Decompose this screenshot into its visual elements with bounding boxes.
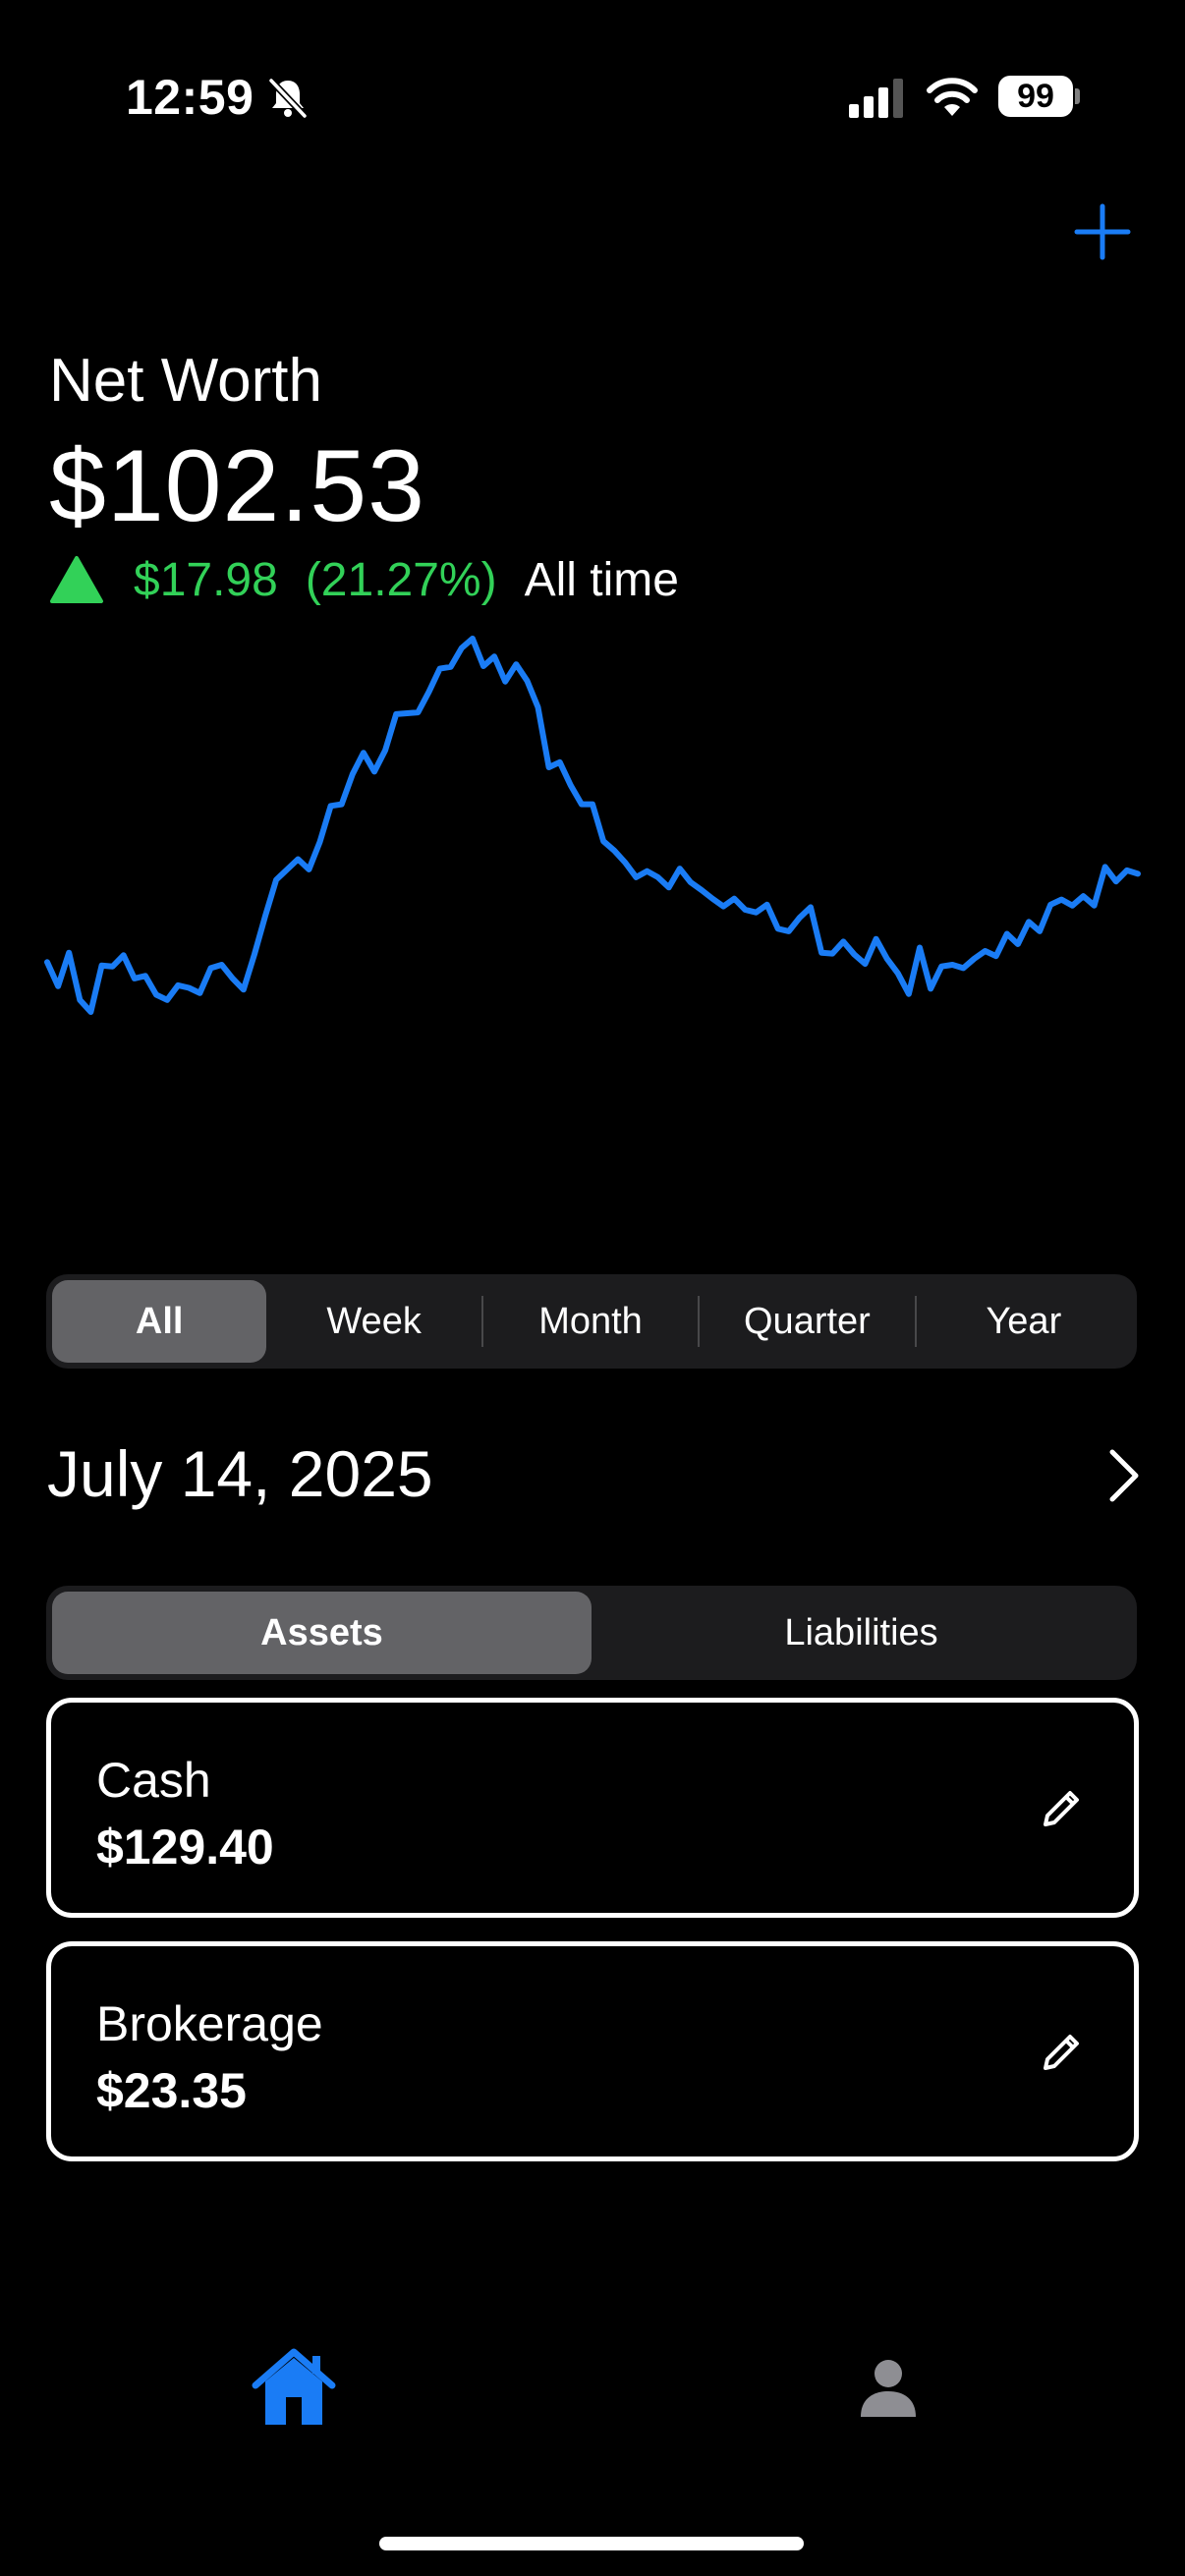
pencil-icon[interactable] — [1038, 1785, 1085, 1832]
change-amount: $17.98 — [134, 553, 278, 606]
pencil-icon[interactable] — [1038, 2029, 1085, 2076]
tab-liabilities[interactable]: Liabilities — [784, 1611, 938, 1653]
person-icon[interactable] — [857, 2356, 920, 2419]
account-name: Brokerage — [96, 1996, 323, 2051]
net-worth-value: $102.53 — [49, 429, 425, 543]
home-indicator — [379, 2537, 804, 2550]
account-card-brokerage[interactable]: Brokerage $23.35 — [46, 1941, 1139, 2161]
net-worth-change: $17.98 (21.27%) All time — [49, 550, 679, 609]
range-option-month[interactable]: Month — [538, 1300, 643, 1342]
chevron-right-icon[interactable] — [1104, 1448, 1144, 1503]
account-card-cash[interactable]: Cash $129.40 — [46, 1698, 1139, 1918]
divider — [480, 1296, 483, 1347]
range-option-year[interactable]: Year — [986, 1300, 1062, 1342]
battery-icon: 99 — [998, 76, 1080, 117]
house-icon[interactable] — [250, 2346, 338, 2427]
divider — [698, 1296, 701, 1347]
wifi-icon — [927, 78, 978, 116]
battery-level: 99 — [1017, 78, 1054, 115]
change-period: All time — [524, 553, 679, 606]
change-percent: (21.27%) — [305, 553, 497, 606]
tab-assets[interactable]: Assets — [52, 1592, 592, 1674]
bell-slash-icon — [268, 78, 308, 119]
account-type-selector: Assets Liabilities — [46, 1586, 1137, 1680]
divider — [914, 1296, 917, 1347]
signal-icon — [849, 79, 903, 118]
plus-icon[interactable] — [1071, 200, 1134, 263]
account-name: Cash — [96, 1753, 211, 1808]
net-worth-chart[interactable] — [0, 609, 1185, 1041]
range-option-all[interactable]: All — [52, 1280, 267, 1363]
status-time: 12:59 — [126, 70, 254, 125]
account-value: $23.35 — [96, 2063, 247, 2118]
account-value: $129.40 — [96, 1820, 274, 1875]
status-bar: 12:59 99 — [0, 0, 1185, 187]
chart-line — [44, 636, 1141, 1015]
range-option-quarter[interactable]: Quarter — [744, 1300, 871, 1342]
net-worth-label: Net Worth — [49, 347, 322, 415]
triangle-up-icon — [50, 556, 103, 603]
range-selector: All Week Month Quarter Year — [46, 1274, 1137, 1369]
range-option-week[interactable]: Week — [326, 1300, 422, 1342]
date-label: July 14, 2025 — [47, 1437, 433, 1510]
